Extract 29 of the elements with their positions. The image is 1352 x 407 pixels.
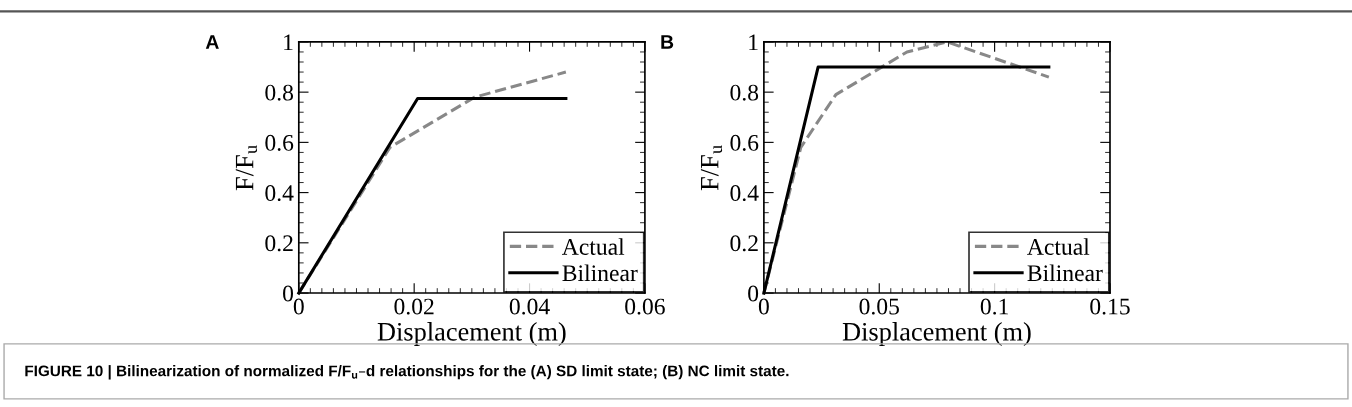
y-tick-label: 0.8: [730, 84, 759, 101]
legend-label: Bilinear: [562, 264, 638, 282]
caption: FIGURE 10 | Bilinearization of normalized F/F$_{u}$–d relationships for the (A) SD limit state; (B) NC limit state.: [25, 365, 789, 380]
y-axis-title: F/F$_{u}$: [235, 145, 258, 191]
y-tick-label: 0: [283, 285, 294, 302]
legend-label: Actual: [562, 238, 625, 255]
x-axis-title: Displacement (m): [377, 322, 566, 347]
y-tick-label: 0: [748, 285, 759, 302]
y-tick-label: 0.6: [730, 134, 759, 151]
y-tick-label: 0.2: [265, 235, 293, 252]
legend-label: Actual: [1027, 238, 1090, 255]
chart-title: B: [661, 35, 674, 49]
y-tick-label: 1: [749, 34, 758, 51]
x-axis-title: Displacement (m): [842, 322, 1031, 347]
x-tick-label: 0.05: [859, 298, 899, 315]
x-tick-label: 0.15: [1090, 298, 1130, 315]
y-tick-label: 0.2: [730, 235, 758, 252]
legend-label: Bilinear: [1027, 264, 1103, 282]
chart-title: A: [205, 35, 219, 49]
y-tick-label: 0.4: [730, 185, 759, 202]
y-axis-title: F/F$_{u}$: [700, 145, 723, 191]
x-tick-label: 0.02: [394, 298, 434, 315]
x-tick-label: 0.06: [625, 298, 665, 315]
y-tick-label: 1: [284, 34, 293, 51]
x-tick-label: 0.04: [509, 298, 550, 315]
x-tick-label: 0.1: [980, 298, 1008, 315]
y-tick-label: 0.4: [265, 185, 294, 202]
y-tick-label: 0.8: [265, 84, 294, 101]
y-tick-label: 0.6: [265, 134, 294, 151]
